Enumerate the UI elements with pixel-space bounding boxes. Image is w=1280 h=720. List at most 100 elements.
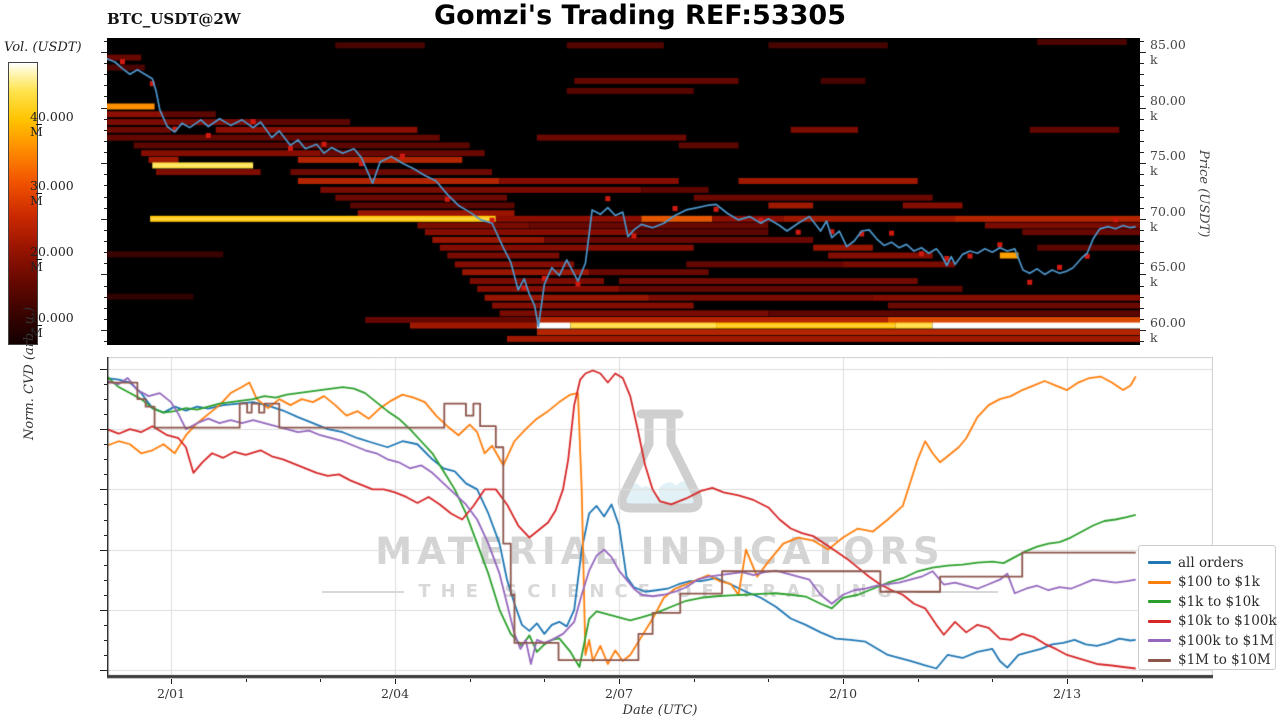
price-tick-label: 75.00 k	[1150, 148, 1186, 179]
tick-mark	[103, 474, 107, 475]
tick-mark	[1140, 252, 1144, 253]
tick-mark	[103, 96, 107, 97]
symbol-label: BTC_USDT@2W	[107, 10, 241, 28]
tick-mark	[1140, 341, 1144, 342]
legend-box: all orders $100 to $1k $1k to $10k $10k to …	[1138, 545, 1277, 671]
colorbar-tick-label: 20.000 M	[30, 244, 74, 274]
tick-mark	[103, 655, 107, 656]
tick-mark	[103, 565, 107, 566]
x-tick-label: 2/10	[828, 686, 858, 701]
price-tick-label: 65.00 k	[1150, 259, 1186, 290]
legend-item: $100k to $1M	[1148, 631, 1275, 651]
tick-mark	[103, 85, 107, 86]
tick-mark	[1140, 219, 1146, 220]
tick-mark	[103, 444, 107, 445]
legend-item: all orders	[1148, 553, 1275, 573]
tick-mark	[103, 399, 107, 400]
colorbar-tick	[36, 259, 42, 260]
tick-mark	[470, 679, 471, 682]
tick-mark	[992, 679, 993, 682]
tick-mark	[1140, 263, 1144, 264]
tick-mark	[100, 670, 107, 671]
tick-mark	[1140, 197, 1144, 198]
tick-mark	[103, 286, 107, 287]
tick-mark	[103, 174, 107, 175]
colorbar-tick-label: 40.000 M	[30, 109, 74, 139]
tick-mark	[101, 219, 107, 220]
tick-mark	[100, 489, 107, 490]
tick-mark	[103, 130, 107, 131]
volume-heatmap-plot	[107, 38, 1140, 345]
tick-mark	[1140, 319, 1144, 320]
tick-mark	[1140, 297, 1144, 298]
tick-mark	[1140, 119, 1144, 120]
tick-mark	[1067, 679, 1068, 684]
price-tick-label: 80.00 k	[1150, 92, 1186, 123]
legend-label: $100 to $1k	[1178, 574, 1260, 591]
tick-mark	[1140, 286, 1144, 287]
cvd-line-plot	[107, 357, 1213, 679]
tick-mark	[103, 63, 107, 64]
volume-colorbar	[8, 62, 38, 345]
tick-mark	[103, 241, 107, 242]
colorbar-tick	[36, 193, 42, 194]
tick-mark	[101, 330, 107, 331]
tick-mark	[1140, 274, 1146, 275]
tick-mark	[1140, 152, 1144, 153]
legend-label: all orders	[1178, 554, 1244, 571]
tick-mark	[100, 429, 107, 430]
tick-mark	[395, 679, 396, 684]
tick-mark	[103, 459, 107, 460]
tick-mark	[103, 263, 107, 264]
tick-mark	[103, 414, 107, 415]
tick-mark	[103, 197, 107, 198]
date-axis-label: Date (UTC)	[622, 703, 698, 718]
tick-mark	[694, 679, 695, 682]
tick-mark	[1140, 141, 1144, 142]
legend-label: $1k to $10k	[1178, 593, 1260, 610]
tick-mark	[103, 308, 107, 309]
x-tick-label: 2/01	[156, 686, 186, 701]
tick-mark	[100, 550, 107, 551]
legend-item: $10k to $100k	[1148, 612, 1277, 632]
tick-mark	[1140, 330, 1146, 331]
tick-mark	[544, 679, 545, 682]
price-tick-label: 70.00 k	[1150, 203, 1186, 234]
colorbar-title: Vol. (USDT)	[4, 40, 82, 55]
tick-mark	[843, 679, 844, 684]
cvd-axis-label: Norm. CVD (arb. u.)	[22, 306, 37, 440]
tick-mark	[1140, 208, 1144, 209]
legend-line-sample	[1148, 600, 1171, 604]
tick-mark	[101, 274, 107, 275]
tick-mark	[100, 369, 107, 370]
page-title: Gomzi's Trading REF:53305	[433, 0, 846, 31]
tick-mark	[103, 230, 107, 231]
legend-item: $100 to $1k	[1148, 573, 1275, 593]
tick-mark	[103, 74, 107, 75]
legend-label: $1M to $10M	[1178, 652, 1271, 669]
legend-item: $1M to $10M	[1148, 651, 1275, 671]
tick-mark	[918, 679, 919, 682]
x-tick-label: 2/04	[380, 686, 410, 701]
legend-line-sample	[1148, 580, 1171, 584]
colorbar-tick-label: 30.000 M	[30, 178, 74, 208]
legend-label: $100k to $1M	[1178, 632, 1274, 649]
legend-item: $1k to $10k	[1148, 592, 1275, 612]
tick-mark	[1140, 41, 1144, 42]
tick-mark	[103, 319, 107, 320]
tick-mark	[103, 152, 107, 153]
tick-mark	[171, 679, 172, 684]
tick-mark	[103, 595, 107, 596]
tick-mark	[1140, 308, 1144, 309]
legend-line-sample	[1148, 561, 1171, 565]
tick-mark	[1140, 163, 1146, 164]
tick-mark	[1140, 52, 1146, 53]
tick-mark	[1140, 241, 1144, 242]
legend-line-sample	[1148, 658, 1171, 662]
tick-mark	[101, 108, 107, 109]
tick-mark	[320, 679, 321, 682]
tick-mark	[103, 580, 107, 581]
tick-mark	[103, 208, 107, 209]
tick-mark	[103, 119, 107, 120]
